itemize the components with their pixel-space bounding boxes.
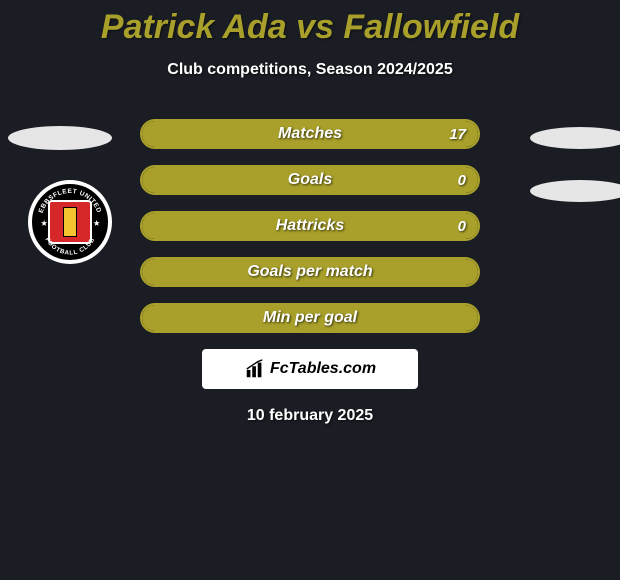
svg-text:★: ★ (40, 219, 48, 228)
watermark: FcTables.com (202, 349, 418, 389)
svg-text:FOOTBALL CLUB: FOOTBALL CLUB (44, 236, 97, 256)
stat-label: Hattricks (142, 213, 478, 239)
stat-label: Goals per match (142, 259, 478, 285)
svg-text:★: ★ (93, 219, 101, 228)
bar-chart-icon (244, 358, 266, 380)
stat-value: 17 (449, 121, 466, 147)
placeholder-oval-right-2 (530, 180, 620, 202)
stat-bar-goals-per-match: Goals per match (140, 257, 480, 287)
svg-text:EBBSFLEET UNITED: EBBSFLEET UNITED (38, 188, 103, 214)
stat-label: Goals (142, 167, 478, 193)
club-badge-ring-text: EBBSFLEET UNITED FOOTBALL CLUB ★ ★ (32, 184, 108, 260)
stat-bar-goals: Goals 0 (140, 165, 480, 195)
placeholder-oval-left (8, 126, 112, 150)
date-text: 10 february 2025 (0, 407, 620, 425)
club-badge: EBBSFLEET UNITED FOOTBALL CLUB ★ ★ (28, 180, 112, 264)
stat-bar-hattricks: Hattricks 0 (140, 211, 480, 241)
stat-value: 0 (458, 167, 466, 193)
placeholder-oval-right-1 (530, 127, 620, 149)
stat-value: 0 (458, 213, 466, 239)
stat-bars: Matches 17 Goals 0 Hattricks 0 Goals per… (140, 119, 480, 333)
stat-label: Matches (142, 121, 478, 147)
page-title: Patrick Ada vs Fallowfield (0, 0, 620, 47)
watermark-text: FcTables.com (270, 360, 376, 378)
subtitle: Club competitions, Season 2024/2025 (0, 61, 620, 79)
stat-bar-matches: Matches 17 (140, 119, 480, 149)
stat-label: Min per goal (142, 305, 478, 331)
stat-bar-min-per-goal: Min per goal (140, 303, 480, 333)
